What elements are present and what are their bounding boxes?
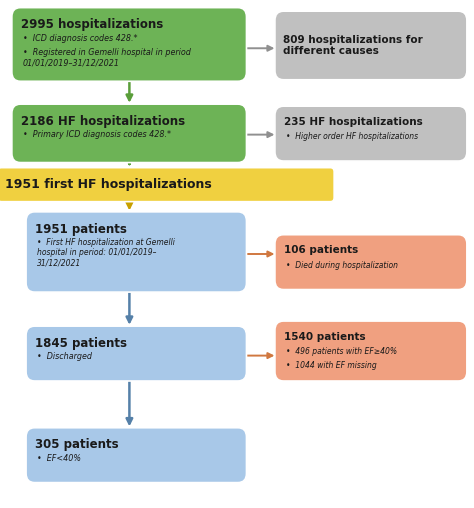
Text: 1951 first HF hospitalizations: 1951 first HF hospitalizations xyxy=(5,178,211,191)
Text: 1951 patients: 1951 patients xyxy=(35,223,127,236)
Text: 235 HF hospitalizations: 235 HF hospitalizations xyxy=(284,117,423,127)
Text: 2186 HF hospitalizations: 2186 HF hospitalizations xyxy=(21,115,185,128)
Text: 1845 patients: 1845 patients xyxy=(35,337,127,350)
Text: •  Discharged: • Discharged xyxy=(37,352,92,361)
Text: 809 hospitalizations for
different causes: 809 hospitalizations for different cause… xyxy=(283,35,423,56)
Text: •  Primary ICD diagnosis codes 428.*: • Primary ICD diagnosis codes 428.* xyxy=(23,130,171,139)
FancyBboxPatch shape xyxy=(275,106,467,161)
Text: •  EF<40%: • EF<40% xyxy=(37,454,81,463)
FancyBboxPatch shape xyxy=(0,168,334,202)
FancyBboxPatch shape xyxy=(26,428,246,483)
Text: 1540 patients: 1540 patients xyxy=(284,332,365,342)
Text: 106 patients: 106 patients xyxy=(284,245,358,256)
Text: •  Registered in Gemelli hospital in period
01/01/2019–31/12/2021: • Registered in Gemelli hospital in peri… xyxy=(23,48,191,67)
FancyBboxPatch shape xyxy=(26,212,246,292)
Text: •  1044 with EF missing: • 1044 with EF missing xyxy=(286,361,376,370)
FancyBboxPatch shape xyxy=(26,326,246,381)
FancyBboxPatch shape xyxy=(12,104,246,163)
Text: •  Died during hospitalization: • Died during hospitalization xyxy=(286,261,398,270)
Text: •  First HF hospitalization at Gemelli
hospital in period: 01/01/2019–
31/12/202: • First HF hospitalization at Gemelli ho… xyxy=(37,238,175,268)
FancyBboxPatch shape xyxy=(275,11,467,80)
Text: •  ICD diagnosis codes 428.*: • ICD diagnosis codes 428.* xyxy=(23,34,137,43)
Text: •  496 patients with EF≥40%: • 496 patients with EF≥40% xyxy=(286,347,397,356)
Text: 305 patients: 305 patients xyxy=(35,438,118,452)
Text: •  Higher order HF hospitalizations: • Higher order HF hospitalizations xyxy=(286,132,418,141)
Text: 2995 hospitalizations: 2995 hospitalizations xyxy=(21,18,163,31)
FancyBboxPatch shape xyxy=(275,235,467,290)
FancyBboxPatch shape xyxy=(12,8,246,81)
FancyBboxPatch shape xyxy=(275,321,467,381)
